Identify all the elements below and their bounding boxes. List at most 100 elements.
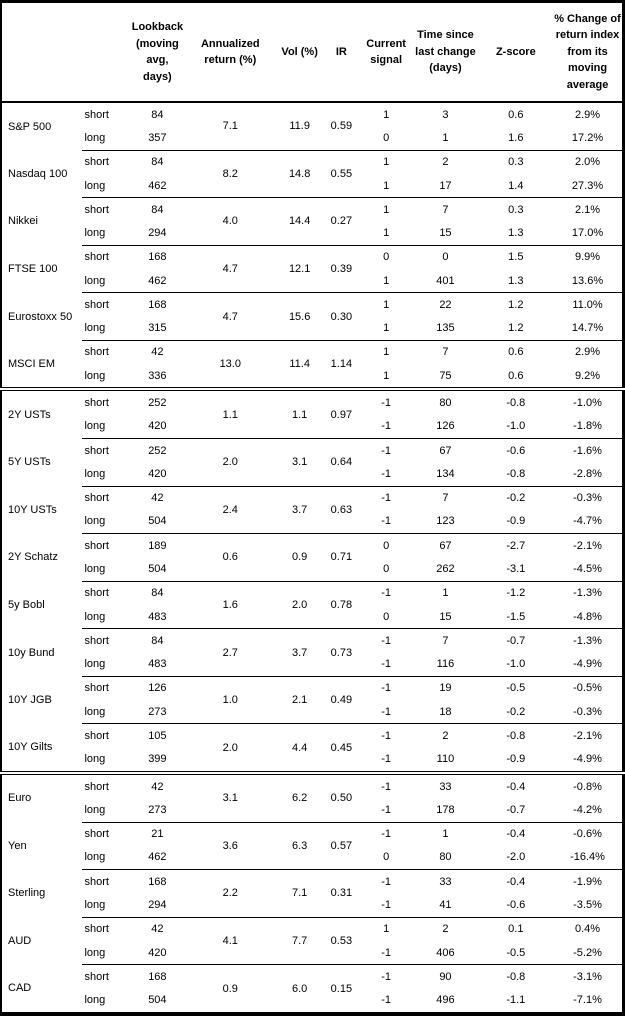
lookback-value: 294: [130, 221, 185, 246]
lookback-value: 168: [148, 970, 167, 983]
horizon-label-long: long: [82, 414, 131, 439]
table-row-long: long 462 1 17 1.4 27.3%: [1, 173, 624, 199]
current-signal-value: 1: [359, 173, 413, 199]
table-row-long: long 399 -1 110 -0.9 -4.9%: [1, 747, 624, 775]
ir-value: 0.73: [322, 628, 360, 677]
pct-change-value: -2.1%: [573, 539, 602, 552]
lookback-value: 315: [130, 316, 185, 341]
z-score-value: -0.9: [478, 747, 554, 775]
asset-group: Nasdaq 100 short 84 8.2 14.8 0.55 1 2 0.3 2.0% lon…: [1, 150, 624, 199]
table-row-short: FTSE 100 short 168 4.7 12.1 0.39 0 0 1.5 9.9%: [1, 245, 624, 294]
lookback-value: 84: [151, 108, 164, 121]
table-row-long: long 420 -1 134 -0.8 -2.8%: [1, 462, 624, 487]
current-signal-value: 1: [383, 298, 390, 311]
annualized-return-value: 3.1: [184, 772, 277, 823]
horizon-label-long: long: [82, 316, 131, 341]
horizon-label-short: short: [84, 156, 109, 169]
asset-name: 5Y USTs: [8, 456, 51, 469]
vol-value: 14.4: [276, 197, 323, 246]
lookback-value: 42: [151, 492, 164, 505]
horizon-label-short: short: [84, 346, 109, 359]
time-since-change-value: 15: [412, 221, 479, 246]
pct-change-value: -3.5%: [553, 893, 624, 918]
vol-value: 11.9: [276, 102, 323, 151]
time-since-change-value: 67: [439, 539, 452, 552]
z-score-value: -0.4: [506, 875, 526, 888]
time-since-change-value: 7: [442, 634, 449, 647]
time-since-change-value: 110: [412, 747, 479, 775]
horizon-label-long: long: [82, 845, 131, 871]
pct-change-value: 9.2%: [553, 364, 624, 392]
pct-change-value: -4.9%: [553, 652, 624, 677]
horizon-label-short: short: [84, 875, 109, 888]
asset-group: Nikkei short 84 4.0 14.4 0.27 1 7 0.3 2.1% long 294…: [1, 197, 624, 246]
current-signal-value: -1: [381, 729, 392, 742]
ir-value: 0.31: [322, 869, 360, 918]
lookback-value: 189: [148, 539, 167, 552]
table-row-short: 10y Bund short 84 2.7 3.7 0.73 -1 7 -0.7 -1.3%: [1, 628, 624, 677]
time-since-change-value: 7: [442, 492, 449, 505]
current-signal-value: -1: [359, 414, 413, 439]
table-row-short: Eurostoxx 50 short 168 4.7 15.6 0.30 1 22 1.2 11.…: [1, 292, 624, 341]
time-since-change-value: 33: [439, 875, 452, 888]
ir-value: 0.45: [322, 723, 360, 775]
z-score-value: -0.4: [506, 828, 526, 841]
current-signal-value: -1: [381, 682, 392, 695]
asset-name: 10Y USTs: [8, 503, 57, 516]
lookback-value: 504: [130, 557, 185, 582]
time-since-change-value: 2: [442, 923, 449, 936]
table-row-long: long 273 -1 178 -0.7 -4.2%: [1, 798, 624, 823]
z-score-value: -0.2: [478, 700, 554, 725]
asset-group: 10Y USTs short 42 2.4 3.7 0.63 -1 7 -0.2 -0.3% lon…: [1, 486, 624, 535]
table-row-long: long 294 1 15 1.3 17.0%: [1, 221, 624, 246]
asset-group: AUD short 42 4.1 7.7 0.53 1 2 0.1 0.4% long 420 -1 40…: [1, 917, 624, 966]
pct-change-value: 2.1%: [574, 203, 601, 216]
lookback-value: 84: [151, 587, 164, 600]
asset-name: CAD: [8, 982, 32, 995]
table-row-short: Nasdaq 100 short 84 8.2 14.8 0.55 1 2 0.3 2.0%: [1, 150, 624, 199]
time-since-change-value: 262: [412, 557, 479, 582]
horizon-label-short: short: [84, 492, 109, 505]
pct-change-value: -4.8%: [553, 604, 624, 630]
annualized-return-value: 4.1: [184, 917, 277, 966]
z-score-value: -0.8: [506, 970, 526, 983]
z-score-value: -0.8: [506, 729, 526, 742]
col-header-current-signal: Current signal: [359, 1, 413, 103]
horizon-label-long: long: [84, 994, 106, 1007]
pct-change-value: -1.6%: [573, 444, 602, 457]
asset-name: S&P 500: [8, 120, 52, 133]
annualized-return-value: 7.1: [184, 102, 277, 151]
z-score-value: -0.7: [506, 634, 526, 647]
table-row-long: long 462 1 401 1.3 13.6%: [1, 268, 624, 294]
table-row-long: long 420 -1 126 -1.0 -1.8%: [1, 414, 624, 439]
time-since-change-value: 2: [442, 729, 449, 742]
z-score-value: 0.6: [478, 364, 554, 392]
vol-value: 4.4: [276, 723, 323, 775]
z-score-value: 0.3: [508, 203, 524, 216]
asset-group: 10Y Gilts short 105 2.0 4.4 0.45 -1 2 -0.8 -2.1% l…: [1, 723, 624, 775]
table-row-long: long 483 -1 116 -1.0 -4.9%: [1, 652, 624, 677]
z-score-value: -1.0: [478, 414, 554, 439]
time-since-change-value: 41: [412, 893, 479, 918]
time-since-change-value: 2: [442, 156, 449, 169]
annualized-return-value: 2.7: [184, 628, 277, 677]
time-since-change-value: 22: [439, 298, 452, 311]
pct-change-value: 2.9%: [574, 108, 601, 121]
vol-value: 12.1: [276, 245, 323, 294]
lookback-value: 294: [130, 893, 185, 918]
pct-change-value: 17.0%: [553, 221, 624, 246]
lookback-value: 42: [151, 346, 164, 359]
vol-value: 0.9: [276, 533, 323, 582]
current-signal-value: -1: [359, 462, 413, 487]
pct-change-value: 14.7%: [553, 316, 624, 341]
z-score-value: -2.0: [478, 845, 554, 871]
asset-name: MSCI EM: [1, 340, 83, 392]
time-since-change-value: 15: [412, 604, 479, 630]
lookback-value: 462: [130, 173, 185, 199]
table-row-short: Yen short 21 3.6 6.3 0.57 -1 1 -0.4 -0.6%: [1, 822, 624, 871]
horizon-label-short: short: [84, 634, 109, 647]
pct-change-value: 13.6%: [553, 268, 624, 294]
table-row-short: S&P 500 short 84 7.1 11.9 0.59 1 3 0.6 2.9%: [1, 102, 624, 151]
current-signal-value: 1: [383, 156, 390, 169]
